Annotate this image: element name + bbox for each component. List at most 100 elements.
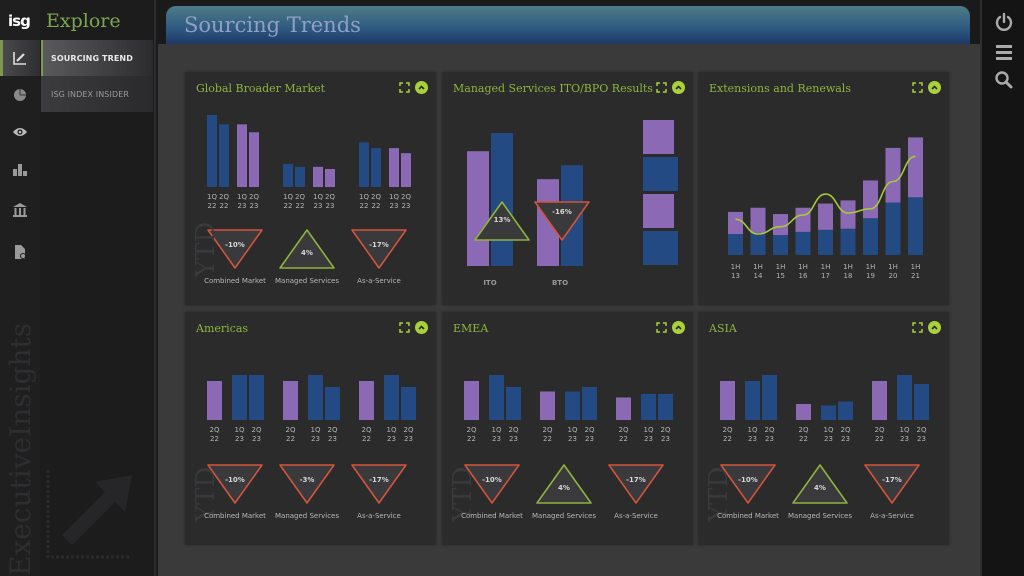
expand-icon[interactable] — [912, 82, 923, 93]
chart-asia — [720, 375, 929, 504]
bar — [313, 166, 323, 187]
tick-label: 1H 16 — [798, 263, 808, 280]
ytd-up-triangle — [536, 464, 592, 504]
collapse-button[interactable] — [672, 81, 685, 94]
card-global: Global Broader Market 1Q 22 2Q 22 1Q 23 2Q 2… — [185, 72, 436, 305]
ytd-value: -10% — [225, 476, 245, 484]
bar — [384, 375, 399, 420]
legend-block — [643, 194, 674, 228]
rail-item-reports[interactable] — [0, 234, 40, 270]
nav-item-isg-index-insider[interactable]: ISG INDEX INSIDER — [41, 76, 153, 112]
bar — [720, 381, 735, 420]
ytd-category: As-a-Service — [357, 277, 401, 285]
ytd-down-triangle — [351, 229, 407, 269]
bar — [658, 394, 673, 420]
icon-rail: isg — [0, 0, 40, 576]
stacked-bar-segment — [795, 231, 811, 255]
ytd-category: Combined Market — [204, 512, 266, 520]
rail-item-benchmarks[interactable] — [0, 152, 40, 188]
toolbar-rail — [980, 0, 1024, 576]
ytd-value: -10% — [482, 476, 502, 484]
bar — [325, 387, 340, 420]
tick-label: 2Q 23 — [325, 193, 335, 210]
ytd-value: 4% — [558, 484, 570, 492]
bar — [325, 169, 335, 187]
stacked-bar-segment — [863, 218, 878, 255]
ytd-up-triangle — [792, 464, 848, 504]
collapse-button[interactable] — [415, 321, 428, 334]
tick-label: 2Q 23 — [764, 426, 775, 443]
tick-label: 2Q 22 — [295, 193, 305, 210]
rail-item-insights[interactable] — [0, 114, 40, 150]
bar — [308, 375, 323, 420]
bar — [537, 179, 559, 266]
expand-icon[interactable] — [656, 322, 667, 333]
tick-label: 2Q 22 — [722, 426, 733, 443]
rail-item-industry[interactable] — [0, 192, 40, 228]
tick-label: 2Q 23 — [508, 426, 519, 443]
tick-label: 1Q 23 — [747, 426, 758, 443]
ytd-value: -17% — [882, 476, 902, 484]
card-americas: Americas 2Q 22 1Q 23 2Q 23 2Q 22 1Q 23 2Q 23 2Q… — [185, 312, 436, 545]
menu-icon[interactable] — [994, 42, 1014, 62]
bar — [371, 148, 381, 187]
bar — [283, 381, 298, 420]
bar — [506, 387, 521, 420]
nav-item-label: ISG INDEX INSIDER — [51, 89, 130, 99]
stacked-bar-segment — [773, 235, 788, 255]
nav-item-label: SOURCING TREND — [51, 53, 133, 63]
ytd-down-triangle — [864, 464, 920, 504]
stacked-bar-segment — [818, 203, 833, 230]
collapse-button[interactable] — [928, 321, 941, 334]
ytd-value: -17% — [626, 476, 646, 484]
ytd-watermark: YTD — [191, 221, 221, 277]
bar — [872, 381, 887, 420]
tick-label: 2Q 22 — [466, 426, 477, 443]
stacked-bar-segment — [750, 207, 766, 233]
bar — [821, 405, 836, 420]
rail-item-sourcing-trend[interactable] — [0, 40, 40, 76]
chart-extensions — [728, 137, 923, 255]
collapse-button[interactable] — [928, 81, 941, 94]
collapse-button[interactable] — [415, 81, 428, 94]
tick-label: 1Q 22 — [359, 193, 369, 210]
ytd-up-triangle — [279, 229, 335, 269]
ytd-category: Combined Market — [461, 512, 523, 520]
search-icon[interactable] — [994, 70, 1014, 90]
category-label: BTO — [551, 279, 569, 287]
expand-icon[interactable] — [399, 322, 410, 333]
chart-global — [207, 115, 411, 269]
tick-label: 1Q 22 — [207, 193, 217, 210]
ytd-down-triangle — [608, 464, 664, 504]
bar — [489, 375, 504, 420]
nav-item-sourcing-trend[interactable]: SOURCING TREND — [41, 40, 153, 76]
trend-line — [735, 155, 916, 235]
rail-item-index-insider[interactable] — [0, 77, 40, 113]
stacked-bar-segment — [885, 202, 901, 255]
power-icon[interactable] — [994, 12, 1014, 32]
ytd-category: Combined Market — [717, 512, 779, 520]
tick-label: 2Q 22 — [209, 426, 220, 443]
expand-icon[interactable] — [399, 82, 410, 93]
change-value: 13% — [493, 216, 511, 224]
expand-icon[interactable] — [656, 82, 667, 93]
tick-label: 2Q 22 — [798, 426, 809, 443]
ytd-value: -17% — [369, 476, 389, 484]
collapse-button[interactable] — [672, 321, 685, 334]
tick-label: 1H 14 — [753, 263, 763, 280]
ytd-down-triangle — [351, 464, 407, 504]
tick-label: 2Q 23 — [916, 426, 927, 443]
stacked-bar-segment — [863, 180, 878, 219]
ytd-category: Managed Services — [788, 512, 852, 520]
bar — [582, 387, 597, 420]
stacked-bar-segment — [908, 137, 923, 198]
bar — [565, 391, 580, 420]
bar — [219, 124, 229, 187]
bar — [838, 401, 853, 420]
tick-label: 2Q 22 — [542, 426, 553, 443]
tick-label: 2Q 23 — [327, 426, 338, 443]
expand-icon[interactable] — [912, 322, 923, 333]
tick-label: 1H 20 — [888, 263, 898, 280]
card-title: Managed Services ITO/BPO Results — [453, 82, 653, 95]
